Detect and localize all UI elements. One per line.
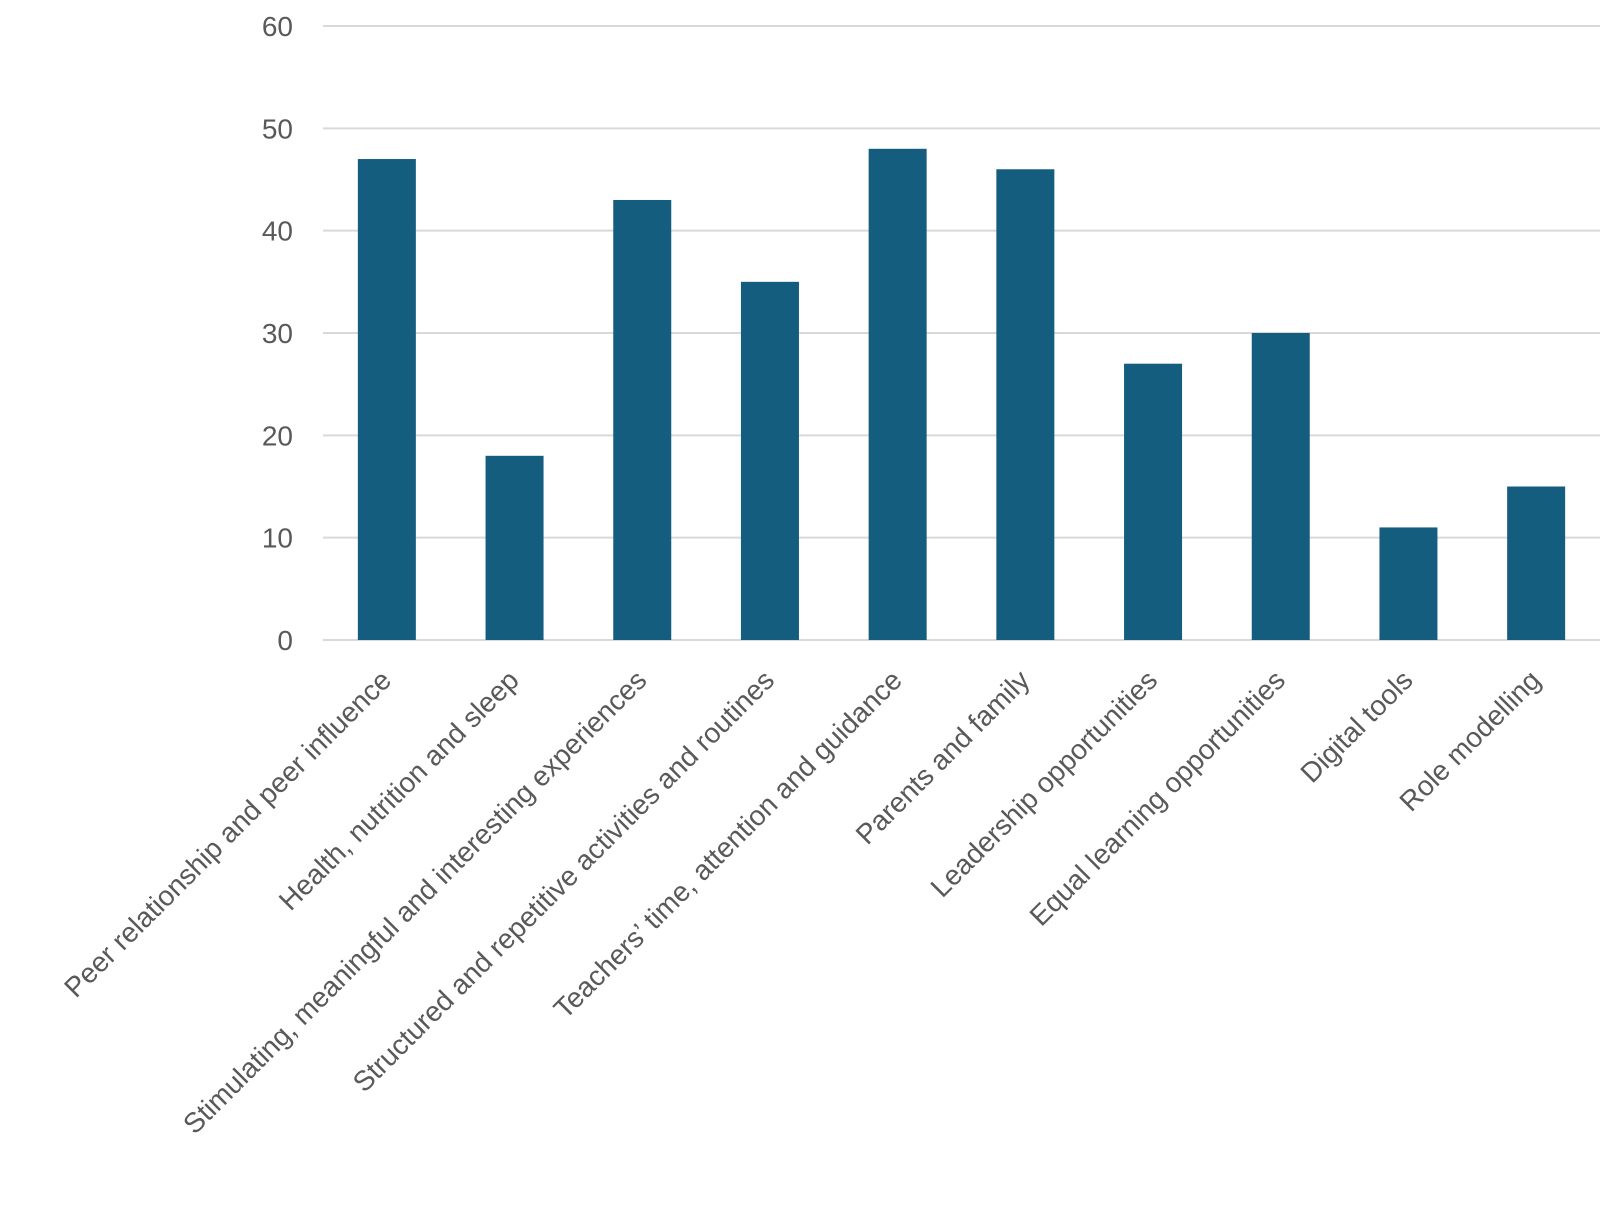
bar [1507, 486, 1566, 640]
bar [996, 169, 1055, 640]
y-tick-label: 20 [262, 420, 293, 451]
y-tick-label: 60 [262, 11, 293, 42]
x-tick-label: Leadership opportunities [925, 664, 1164, 903]
x-tick-label: Digital tools [1294, 664, 1418, 788]
x-tick-label: Health, nutrition and sleep [273, 664, 525, 916]
y-axis-tick-labels: 0 10 20 30 40 50 60 [262, 11, 293, 656]
x-tick-label: Equal learning opportunities [1024, 664, 1291, 931]
bar [485, 455, 544, 640]
bar [740, 281, 799, 640]
y-tick-label: 50 [262, 113, 293, 144]
y-tick-label: 40 [262, 216, 293, 247]
x-tick-label: Stimulating, meaningful and interesting … [177, 664, 652, 1139]
x-tick-label: Structured and repetitive activities and… [347, 664, 781, 1098]
y-tick-label: 10 [262, 523, 293, 554]
bar [357, 159, 416, 641]
bars [357, 148, 1566, 641]
y-tick-label: 30 [262, 318, 293, 349]
bar [868, 148, 927, 641]
bar [613, 199, 672, 640]
bar [1379, 527, 1438, 640]
x-axis-tick-labels: Peer relationship and peer influenceHeal… [58, 664, 1546, 1139]
bar [1124, 363, 1183, 640]
bar [1251, 333, 1310, 640]
y-tick-label: 0 [277, 625, 293, 656]
